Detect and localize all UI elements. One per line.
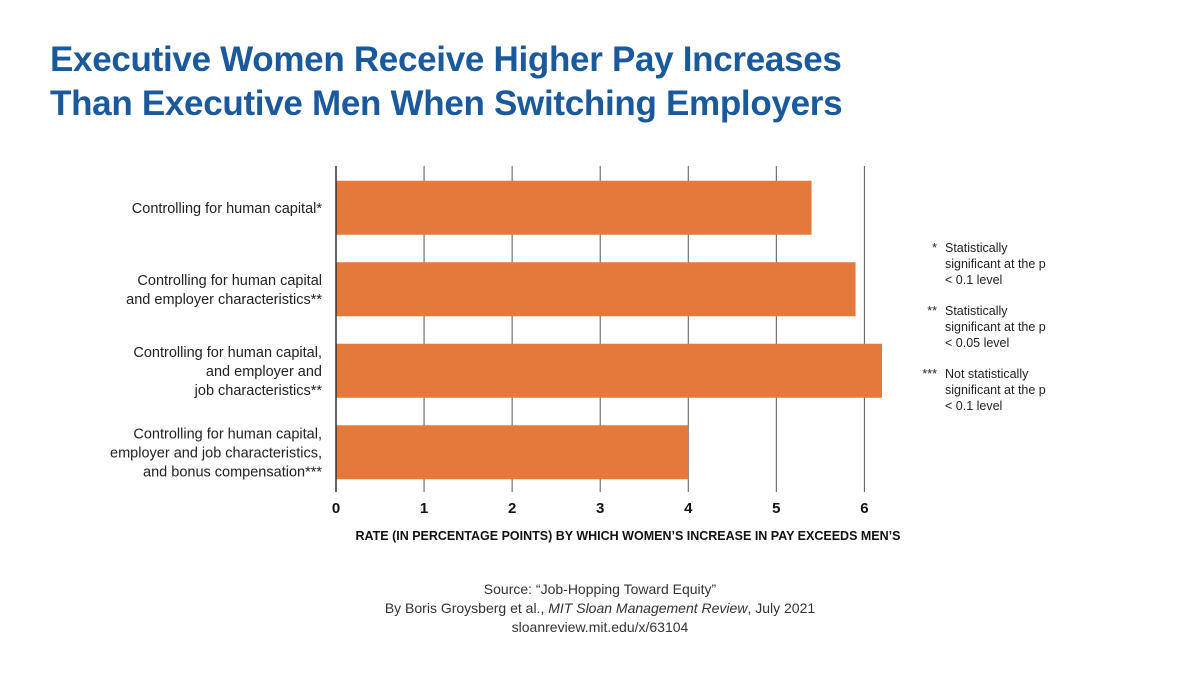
bar [336,425,689,480]
note-marker: *** [922,367,937,381]
x-tick-label: 3 [596,500,604,517]
chart-title-line-2: Than Executive Men When Switching Employ… [50,84,843,123]
source-credit: Source: “Job-Hopping Toward Equity” By B… [0,580,1200,637]
source-publication: MIT Sloan Management Review [548,600,748,616]
category-label: and bonus compensation*** [143,464,322,480]
note-marker: ** [927,304,937,318]
x-tick-label: 5 [772,500,780,517]
chart-title-line-1: Executive Women Receive Higher Pay Incre… [50,40,842,79]
category-label: and employer and [206,364,322,380]
category-label: Controlling for human capital, [133,345,322,361]
note-item: * Statistically significant at the p < 0… [905,240,1065,288]
x-tick-label: 6 [860,500,868,517]
category-label: employer and job characteristics, [110,445,322,461]
bar [336,343,882,398]
x-axis-title: RATE (IN PERCENTAGE POINTS) BY WHICH WOM… [356,529,901,543]
x-tick-label: 4 [684,500,693,517]
note-marker: * [932,241,937,255]
source-date: , July 2021 [747,600,816,616]
x-tick-label: 1 [420,500,428,517]
source-line-1: Source: “Job-Hopping Toward Equity” [483,581,717,597]
chart-title: Executive Women Receive Higher Pay Incre… [50,38,1150,126]
note-item: ** Statistically significant at the p < … [905,303,1065,351]
x-tick-label: 0 [332,500,340,517]
significance-notes: * Statistically significant at the p < 0… [905,240,1065,429]
source-line-2: By Boris Groysberg et al., MIT Sloan Man… [0,599,1200,618]
note-text: Not statistically significant at the p <… [945,367,1046,413]
note-text: Statistically significant at the p < 0.0… [945,304,1046,350]
x-tick-label: 2 [508,500,516,517]
bar [336,262,856,317]
source-authors: By Boris Groysberg et al., [384,600,549,616]
note-text: Statistically significant at the p < 0.1… [945,241,1046,287]
note-item: *** Not statistically significant at the… [905,366,1065,414]
category-label: Controlling for human capital, [133,426,322,442]
bar [336,180,812,235]
category-label: job characteristics** [194,383,323,399]
category-label: Controlling for human capital* [132,201,323,217]
category-label: and employer characteristics** [126,292,322,308]
category-label: Controlling for human capital [137,273,322,289]
source-url: sloanreview.mit.edu/x/63104 [511,619,689,635]
